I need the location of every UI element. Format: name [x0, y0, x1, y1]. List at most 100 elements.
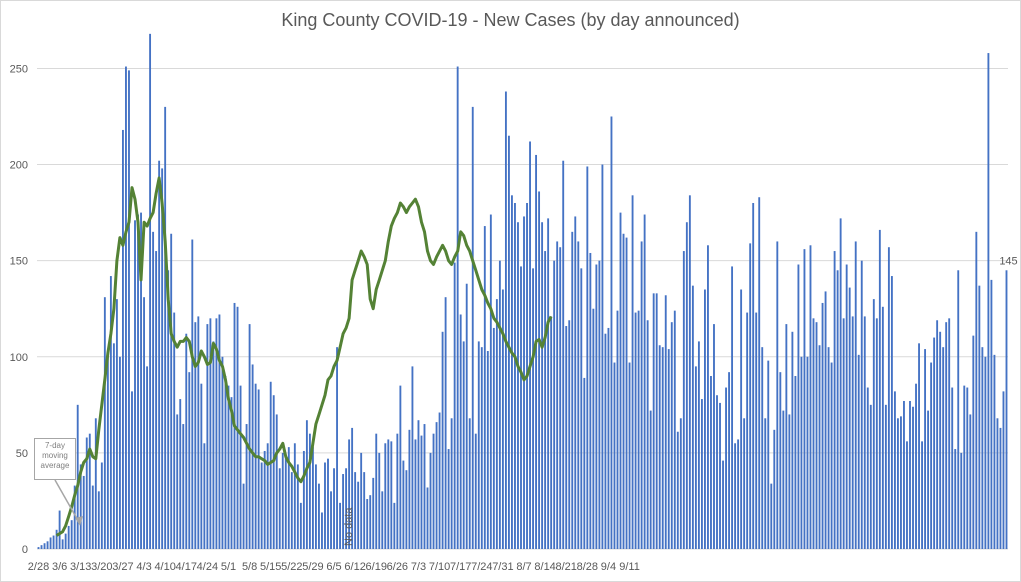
x-tick-label: 5/29 — [302, 561, 323, 573]
x-tick-label: 7/24 — [471, 561, 492, 573]
bar — [88, 433, 91, 549]
x-tick-label: 7/3 — [411, 561, 426, 573]
bar — [396, 433, 399, 549]
bar — [514, 203, 516, 549]
bar — [224, 376, 227, 549]
bar — [411, 366, 414, 549]
bar — [221, 356, 224, 549]
bar — [782, 410, 785, 549]
bar — [456, 66, 459, 550]
bar — [393, 502, 396, 549]
bar — [909, 400, 911, 549]
bar — [791, 331, 794, 549]
bar — [688, 195, 691, 550]
bar — [185, 333, 188, 549]
end-value-label: 145 — [999, 255, 1017, 267]
bar — [381, 491, 384, 549]
bar — [179, 399, 182, 549]
bar — [290, 472, 293, 549]
bar — [710, 376, 712, 549]
bar — [535, 154, 538, 549]
bar — [318, 483, 320, 549]
bar — [764, 418, 767, 549]
bar — [299, 502, 302, 549]
bar — [749, 243, 752, 549]
bar — [203, 443, 206, 549]
bar — [339, 502, 341, 549]
bar — [188, 372, 191, 549]
bar — [842, 318, 845, 549]
bar — [875, 318, 878, 549]
y-tick-label: 100 — [10, 352, 28, 364]
bar — [725, 387, 727, 549]
bar — [453, 262, 456, 549]
bar — [613, 362, 616, 549]
bar — [342, 474, 345, 549]
bar — [76, 404, 79, 549]
bar — [73, 485, 76, 549]
bar — [414, 439, 417, 549]
callout-line-1: 7-day — [44, 441, 65, 450]
bar — [601, 164, 604, 550]
bar — [821, 302, 824, 549]
bar — [134, 220, 136, 550]
x-tick-label: 8/14 — [534, 561, 555, 573]
bar — [664, 295, 667, 549]
bar — [390, 441, 393, 549]
bar — [658, 345, 661, 549]
bar — [37, 547, 40, 549]
bar — [607, 327, 610, 549]
bar — [486, 351, 489, 549]
bar — [143, 297, 145, 549]
bar — [966, 387, 969, 549]
bar — [498, 260, 501, 549]
bar — [444, 297, 447, 549]
bar — [357, 481, 360, 549]
bar — [161, 168, 164, 549]
x-tick-label: 4/10 — [154, 561, 175, 573]
bar — [315, 464, 317, 549]
bar — [429, 452, 432, 549]
bar — [975, 231, 978, 550]
bar — [85, 437, 88, 549]
bar — [248, 324, 251, 549]
bar — [571, 231, 574, 550]
bar — [209, 318, 212, 549]
bar — [278, 468, 281, 549]
x-tick-label: 4/3 — [136, 561, 151, 573]
bar — [167, 270, 170, 549]
x-tick-label: 5/1 — [221, 561, 236, 573]
bar — [893, 391, 896, 549]
x-tick-label: 2/28 — [28, 561, 49, 573]
bar — [568, 320, 571, 549]
bar — [734, 443, 737, 549]
bar — [378, 452, 381, 549]
bar — [281, 452, 284, 549]
callout-line-3: average — [40, 461, 70, 470]
x-tick-label: 6/5 — [326, 561, 341, 573]
bar — [118, 356, 121, 549]
bar — [547, 218, 550, 549]
bar — [254, 383, 257, 549]
bar — [939, 331, 942, 549]
bar — [305, 420, 308, 549]
bar — [483, 226, 486, 550]
bar — [556, 241, 559, 549]
bar — [459, 314, 462, 549]
x-tick-label: 6/12 — [344, 561, 365, 573]
bar — [140, 212, 142, 549]
bar — [61, 539, 64, 549]
bar — [818, 345, 821, 549]
bar — [761, 347, 764, 549]
bar — [815, 322, 818, 549]
bar — [308, 433, 311, 549]
bar — [266, 443, 269, 549]
bar — [682, 251, 685, 550]
bar — [311, 447, 314, 549]
bar — [321, 512, 323, 549]
y-tick-label: 150 — [10, 256, 28, 268]
bar — [836, 270, 839, 549]
callout-pointer — [54, 479, 81, 525]
bar — [839, 218, 842, 549]
bar — [685, 222, 688, 549]
